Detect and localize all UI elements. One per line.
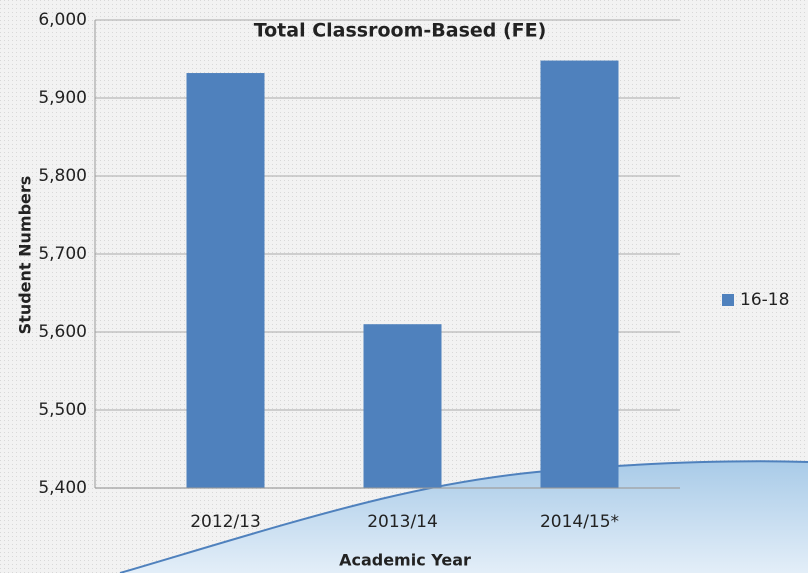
bar [540,60,619,489]
x-axis-label: Academic Year [339,551,471,570]
x-tick-label: 2013/14 [367,512,438,532]
decor-wave-line [119,460,808,573]
legend-swatch [722,294,734,306]
y-tick-label: 5,800 [38,166,87,186]
y-tick-label: 6,000 [38,10,87,30]
chart-title: Total Classroom-Based (FE) [254,20,547,42]
y-tick-label: 5,600 [38,322,87,342]
legend-label: 16-18 [740,290,789,310]
y-tick-label: 5,400 [38,478,87,498]
y-tick-label: 5,900 [38,88,87,108]
bar [363,324,442,488]
y-tick-label: 5,500 [38,400,87,420]
decor-wave [120,461,808,573]
x-tick-label: 2012/13 [190,512,261,532]
x-tick-label: 2014/15* [540,512,619,532]
bar [186,73,265,488]
y-tick-label: 5,700 [38,244,87,264]
y-axis-label: Student Numbers [16,176,35,335]
